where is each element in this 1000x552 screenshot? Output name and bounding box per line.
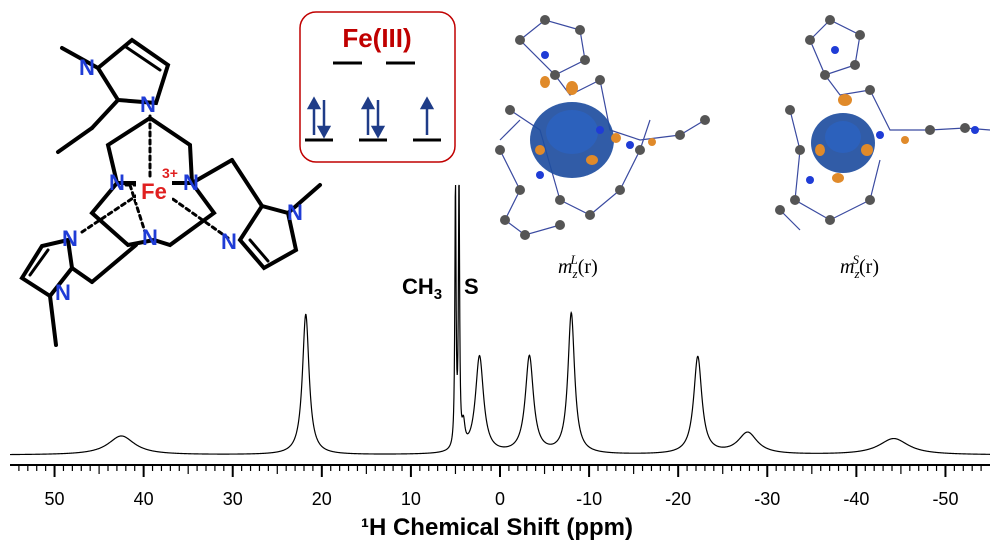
- atom-n: N: [109, 170, 125, 195]
- x-axis-title: ¹H Chemical Shift (ppm): [361, 514, 633, 541]
- spin-density-large-model: [495, 15, 710, 240]
- x-axis: 50 40 30 20 10 0 -10 -20 -30 -40 -50: [10, 464, 990, 509]
- x-axis-tick-label: -50: [932, 489, 958, 509]
- atom-n: N: [79, 55, 95, 80]
- electron-spin-arrows: [306, 96, 435, 139]
- x-axis-tick-label: -10: [576, 489, 602, 509]
- spectrum-trace: [9, 184, 990, 456]
- atom-n: N: [55, 280, 71, 305]
- x-axis-tick-label: 50: [45, 489, 65, 509]
- x-axis-tick-label: 20: [312, 489, 332, 509]
- x-axis-tick-label: 30: [223, 489, 243, 509]
- solvent-peak-label: S: [464, 274, 479, 299]
- iron-charge-label: 3+: [162, 165, 178, 181]
- x-axis-tick-labels: 50 40 30 20 10 0 -10 -20 -30 -40 -50: [45, 489, 959, 509]
- x-axis-tick-label: 10: [401, 489, 421, 509]
- nmr-spectrum: [9, 184, 990, 456]
- x-axis-tick-label: 40: [134, 489, 154, 509]
- electron-box-title: Fe(III): [342, 23, 411, 53]
- ch3-peak-label: CH3: [402, 274, 442, 303]
- x-axis-tick-label: 0: [495, 489, 505, 509]
- spin-density-label-large: mzL(r): [558, 252, 598, 281]
- spin-density-label-small: mzS(r): [840, 252, 879, 281]
- atom-n: N: [62, 226, 78, 251]
- atom-n: N: [140, 92, 156, 117]
- x-axis-ticks: [18, 465, 982, 477]
- x-axis-tick-label: -30: [754, 489, 780, 509]
- atom-n: N: [221, 229, 237, 254]
- electron-box-border: [299, 11, 456, 163]
- fe-label-bg: [136, 178, 172, 202]
- x-axis-tick-label: -20: [665, 489, 691, 509]
- atom-n: N: [183, 170, 199, 195]
- atom-n: N: [142, 225, 158, 250]
- spin-density-small-model: [775, 15, 991, 231]
- iron-atom-label: Fe: [141, 179, 167, 204]
- x-axis-tick-label: -40: [843, 489, 869, 509]
- atom-n: N: [287, 200, 303, 225]
- electron-configuration-box: Fe(III): [299, 11, 456, 163]
- molecule-atom-labels: N N N N N N N N N: [55, 55, 303, 305]
